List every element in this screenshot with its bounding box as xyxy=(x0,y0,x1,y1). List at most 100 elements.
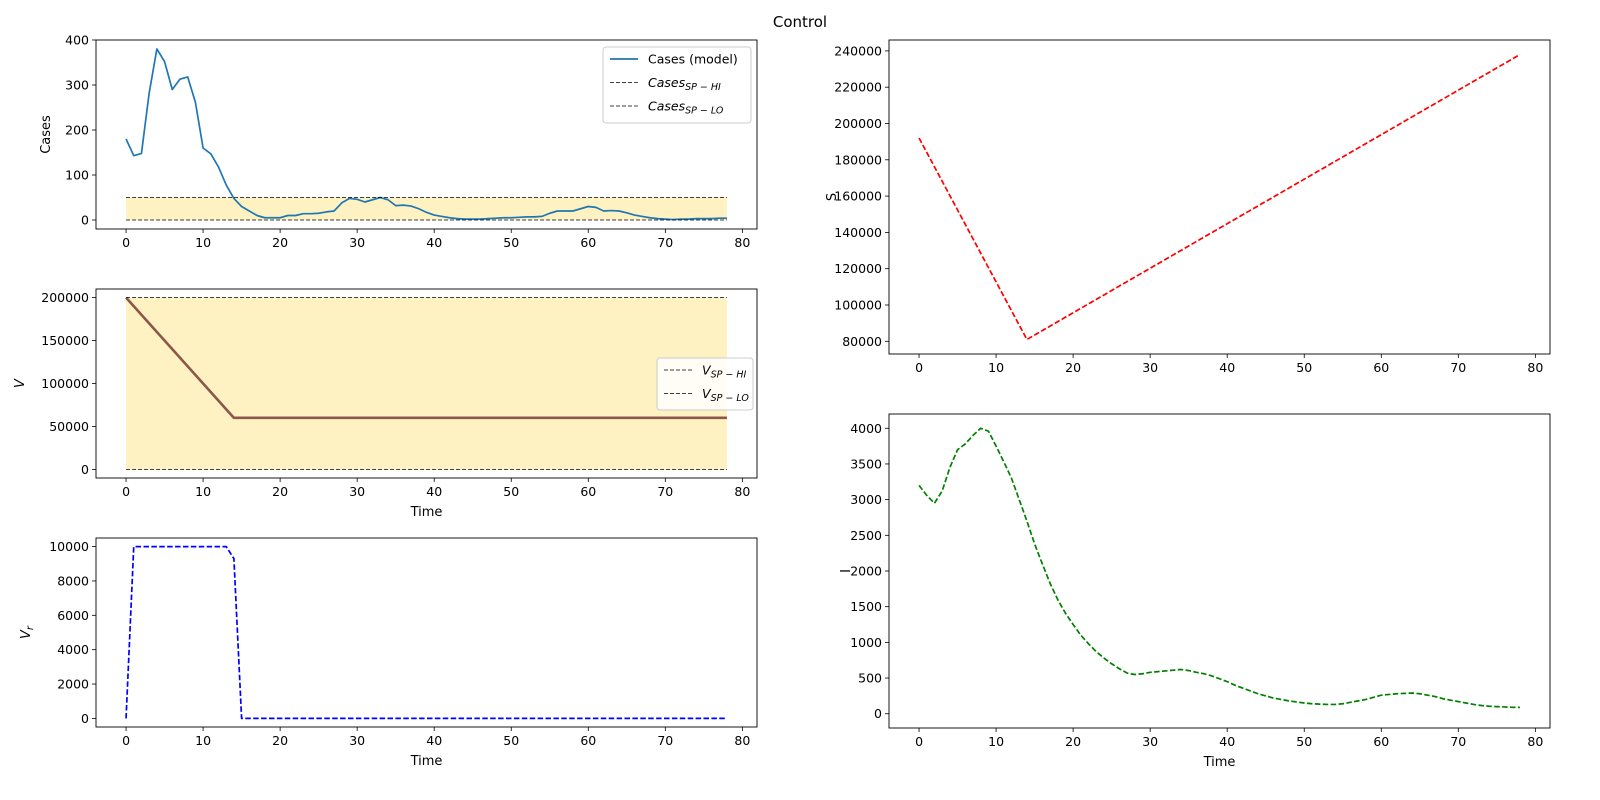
legend-label-subscript: SP − LO xyxy=(711,393,750,404)
x-tick-label: 0 xyxy=(915,734,923,749)
y-tick-label: 4000 xyxy=(57,642,89,657)
y-tick-label: 300 xyxy=(65,78,89,93)
x-tick-label: 60 xyxy=(1373,360,1389,375)
legend-label-main: V xyxy=(702,363,712,378)
x-tick-label: 40 xyxy=(426,484,442,499)
data-layer xyxy=(125,296,727,470)
x-tick-label: 80 xyxy=(734,484,750,499)
x-tick-label: 10 xyxy=(195,484,211,499)
y-tick-label: 200000 xyxy=(834,116,882,131)
x-tick-label: 30 xyxy=(1142,360,1158,375)
y-tick-label: 200 xyxy=(65,123,89,138)
x-tick-label: 70 xyxy=(657,733,673,748)
y-axis-label: S xyxy=(825,193,840,201)
data-layer xyxy=(125,48,727,221)
legend-box xyxy=(602,46,752,124)
plot-i: 0 10 20 30 40 50 60 70 80 0 500 1000 1500 2000 2500 300… xyxy=(839,413,1551,770)
data-layer xyxy=(918,427,1520,709)
y-axis-label: V xyxy=(13,378,28,388)
y-axis-label: Vr xyxy=(19,625,36,639)
y-tick-label: 2000 xyxy=(57,677,89,692)
series-line-s xyxy=(918,53,1521,341)
x-tick-label: 80 xyxy=(734,235,750,250)
x-tick-label: 50 xyxy=(1296,360,1312,375)
x-tick-label: 50 xyxy=(503,484,519,499)
x-tick-label: 20 xyxy=(272,733,288,748)
x-tick-label: 70 xyxy=(657,235,673,250)
plot-v: 0 10 20 30 40 50 60 70 80 0 50000 100000 150000 20000… xyxy=(13,288,758,520)
series-line-v-r xyxy=(125,545,727,720)
legend-label-subscript: SP − HI xyxy=(711,370,747,381)
y-tick-label: 120000 xyxy=(834,261,882,276)
y-tick-label: 0 xyxy=(81,711,89,726)
plot-cases: 0 10 20 30 40 50 60 70 800100200300400CasesCases… xyxy=(39,33,758,250)
y-tick-label: 100 xyxy=(65,168,89,183)
plot-vr: 0 10 20 30 40 50 60 70 80 0 2000 4000 6000 8000 10000 T… xyxy=(19,537,758,769)
y-axis-label-subscript: r xyxy=(25,625,36,630)
y-tick-label: 100000 xyxy=(834,297,882,312)
x-tick-label: 0 xyxy=(122,733,130,748)
x-tick-label: 10 xyxy=(988,734,1004,749)
setpoint-band xyxy=(126,197,727,220)
x-tick-label: 80 xyxy=(734,733,750,748)
x-tick-label: 80 xyxy=(1527,734,1543,749)
y-axis-label-main: V xyxy=(19,629,34,639)
figure-title: Control xyxy=(773,13,827,31)
x-tick-label: 40 xyxy=(1219,734,1235,749)
legend-label: Cases (model) xyxy=(648,52,738,67)
x-tick-label: 70 xyxy=(1450,734,1466,749)
y-tick-label: 0 xyxy=(81,462,89,477)
x-tick-label: 30 xyxy=(349,484,365,499)
x-tick-label: 60 xyxy=(580,235,596,250)
x-axis-label: Time xyxy=(410,505,443,520)
plot-background xyxy=(889,40,1550,354)
legend-label: VSP − LO xyxy=(702,386,749,404)
x-tick-label: 10 xyxy=(195,733,211,748)
y-tick-label: 0 xyxy=(81,213,89,228)
series-line-cases-model xyxy=(125,48,727,221)
x-tick-label: 50 xyxy=(1296,734,1312,749)
legend-label-main: Cases xyxy=(648,99,686,114)
x-tick-label: 60 xyxy=(1373,734,1389,749)
x-tick-label: 60 xyxy=(580,733,596,748)
x-axis-label: Time xyxy=(1203,755,1236,770)
y-tick-label: 160000 xyxy=(834,189,882,204)
x-tick-label: 30 xyxy=(349,235,365,250)
x-tick-label: 10 xyxy=(988,360,1004,375)
plot-s: 0 10 20 30 40 50 60 70 80 80000 100000 120000 140000… xyxy=(825,39,1551,375)
legend-label: CasesSP − HI xyxy=(648,75,721,93)
y-tick-label: 100000 xyxy=(41,376,89,391)
legend-label-subscript: SP − LO xyxy=(685,106,724,117)
x-tick-label: 0 xyxy=(122,235,130,250)
y-tick-label: 0 xyxy=(874,706,882,721)
x-tick-label: 50 xyxy=(503,733,519,748)
x-tick-label: 40 xyxy=(426,235,442,250)
y-tick-label: 3000 xyxy=(850,492,882,507)
x-axis-label: Time xyxy=(410,754,443,769)
y-tick-label: 1500 xyxy=(850,599,882,614)
y-tick-label: 80000 xyxy=(842,334,882,349)
y-tick-label: 1000 xyxy=(850,635,882,650)
x-tick-label: 60 xyxy=(580,484,596,499)
x-tick-label: 20 xyxy=(1065,360,1081,375)
y-tick-label: 140000 xyxy=(834,225,882,240)
x-tick-label: 40 xyxy=(1219,360,1235,375)
series-line-i xyxy=(918,427,1520,709)
x-tick-label: 70 xyxy=(657,484,673,499)
legend-label: VSP − HI xyxy=(702,363,746,381)
y-axis-label: Cases xyxy=(39,115,54,154)
y-tick-label: 2000 xyxy=(850,564,882,579)
y-tick-label: 180000 xyxy=(834,152,882,167)
y-tick-label: 6000 xyxy=(57,608,89,623)
series-line-v xyxy=(125,296,727,420)
x-tick-label: 20 xyxy=(1065,734,1081,749)
x-tick-label: 40 xyxy=(426,733,442,748)
y-tick-label: 4000 xyxy=(850,421,882,436)
setpoint-band xyxy=(126,297,727,470)
x-tick-label: 30 xyxy=(349,733,365,748)
legend-label-main: Cases xyxy=(648,75,686,90)
x-tick-label: 0 xyxy=(915,360,923,375)
y-tick-label: 240000 xyxy=(834,43,882,58)
